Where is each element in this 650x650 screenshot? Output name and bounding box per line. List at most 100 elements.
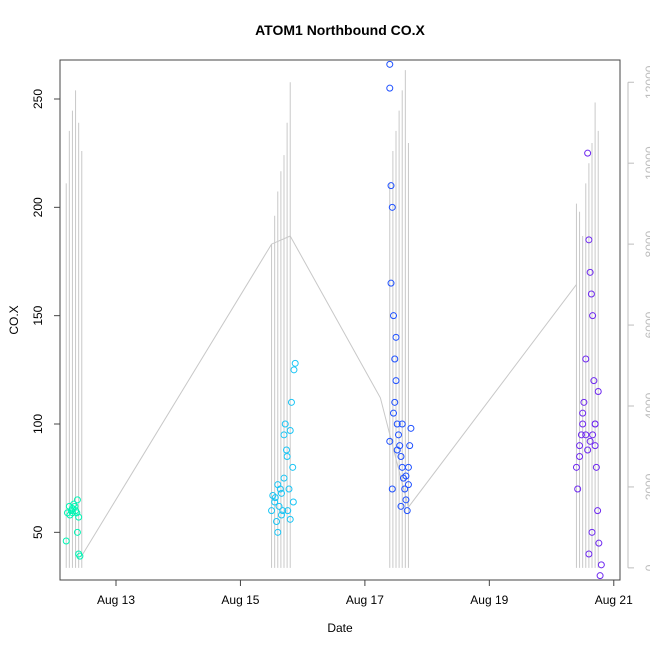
data-point bbox=[391, 355, 399, 363]
data-point bbox=[393, 420, 401, 428]
data-point bbox=[386, 84, 394, 92]
x-axis-label: Date bbox=[327, 621, 353, 635]
data-point bbox=[585, 550, 593, 558]
x-tick-label: Aug 13 bbox=[97, 593, 135, 607]
data-point bbox=[597, 561, 605, 569]
data-point bbox=[402, 496, 410, 504]
data-point bbox=[75, 513, 83, 521]
data-point bbox=[572, 463, 580, 471]
data-point bbox=[576, 442, 584, 450]
data-point bbox=[397, 502, 405, 510]
y2-connector-line bbox=[81, 235, 577, 556]
data-point bbox=[588, 528, 596, 536]
data-point bbox=[278, 489, 286, 497]
x-axis: Aug 13 Aug 15 Aug 17 Aug 19 Aug 21 bbox=[97, 580, 633, 607]
data-point bbox=[582, 431, 590, 439]
data-point bbox=[275, 502, 283, 510]
data-point bbox=[596, 572, 604, 580]
data-point bbox=[289, 463, 297, 471]
data-point bbox=[71, 502, 79, 510]
data-point bbox=[286, 427, 294, 434]
data-point bbox=[574, 485, 582, 493]
data-point bbox=[594, 388, 602, 395]
data-point bbox=[271, 494, 279, 502]
data-point bbox=[397, 453, 405, 460]
data-point bbox=[386, 60, 394, 68]
data-point bbox=[592, 463, 600, 471]
data-point bbox=[386, 437, 394, 445]
data-point bbox=[388, 485, 396, 493]
data-point bbox=[390, 409, 398, 417]
data-point bbox=[280, 474, 288, 482]
data-point bbox=[283, 453, 291, 460]
data-point bbox=[282, 446, 290, 454]
y2-tick-label: 8000 bbox=[643, 230, 650, 257]
data-point bbox=[576, 453, 584, 460]
y-tick-label: 150 bbox=[31, 305, 45, 325]
data-point bbox=[73, 528, 81, 536]
data-point bbox=[584, 446, 592, 454]
data-point bbox=[62, 537, 70, 545]
data-point bbox=[271, 498, 279, 506]
chart-title: ATOM1 Northbound CO.X bbox=[255, 22, 425, 38]
data-point bbox=[582, 355, 590, 363]
y-axis: 50 100 150 200 250 bbox=[31, 89, 60, 539]
data-point bbox=[591, 420, 599, 428]
data-point bbox=[595, 539, 603, 547]
data-point bbox=[402, 472, 410, 480]
data-point bbox=[579, 409, 587, 417]
y2-tick-label: 2000 bbox=[643, 473, 650, 500]
data-point bbox=[388, 203, 396, 211]
data-point bbox=[387, 182, 395, 190]
data-point bbox=[577, 431, 585, 439]
data-point bbox=[398, 420, 406, 428]
data-point bbox=[285, 485, 293, 493]
data-point bbox=[391, 398, 399, 406]
data-point bbox=[407, 424, 415, 432]
y-tick-label: 50 bbox=[31, 525, 45, 539]
data-point bbox=[286, 515, 294, 523]
scatter-points bbox=[62, 60, 605, 580]
data-point bbox=[587, 290, 595, 298]
y2-vertical-lines bbox=[65, 70, 599, 568]
data-point bbox=[73, 509, 81, 517]
y-tick-label: 200 bbox=[31, 197, 45, 217]
data-point bbox=[390, 312, 398, 320]
data-point bbox=[273, 518, 281, 525]
data-point bbox=[585, 236, 593, 244]
data-point bbox=[586, 437, 594, 445]
data-point bbox=[279, 507, 287, 515]
data-point bbox=[586, 268, 594, 276]
data-point bbox=[268, 507, 276, 515]
data-point bbox=[406, 442, 414, 450]
data-point bbox=[401, 485, 409, 493]
y-tick-label: 100 bbox=[31, 414, 45, 434]
data-point bbox=[591, 442, 599, 450]
y2-tick-label: 0 bbox=[643, 564, 650, 571]
data-point bbox=[589, 431, 597, 439]
y2-axis: 0 2000 4000 6000 8000 10000 12000 bbox=[627, 65, 650, 571]
y2-tick-label: 4000 bbox=[643, 392, 650, 419]
data-point bbox=[280, 431, 288, 439]
data-point bbox=[274, 528, 282, 536]
data-point bbox=[68, 509, 76, 517]
data-point bbox=[594, 507, 602, 515]
data-point bbox=[387, 279, 395, 287]
data-point bbox=[580, 398, 588, 406]
data-point bbox=[73, 496, 81, 504]
y2-connector bbox=[81, 235, 577, 556]
data-point bbox=[291, 359, 299, 367]
data-point bbox=[274, 481, 282, 489]
data-point bbox=[584, 149, 592, 157]
y2-tick-label: 10000 bbox=[643, 146, 650, 180]
data-point bbox=[284, 507, 292, 515]
x-tick-label: Aug 15 bbox=[221, 593, 259, 607]
data-point bbox=[404, 481, 412, 489]
data-point bbox=[281, 420, 289, 428]
data-point bbox=[76, 552, 84, 560]
data-point bbox=[403, 507, 411, 515]
data-point bbox=[289, 498, 297, 506]
data-point bbox=[589, 312, 597, 320]
y-tick-label: 250 bbox=[31, 89, 45, 109]
